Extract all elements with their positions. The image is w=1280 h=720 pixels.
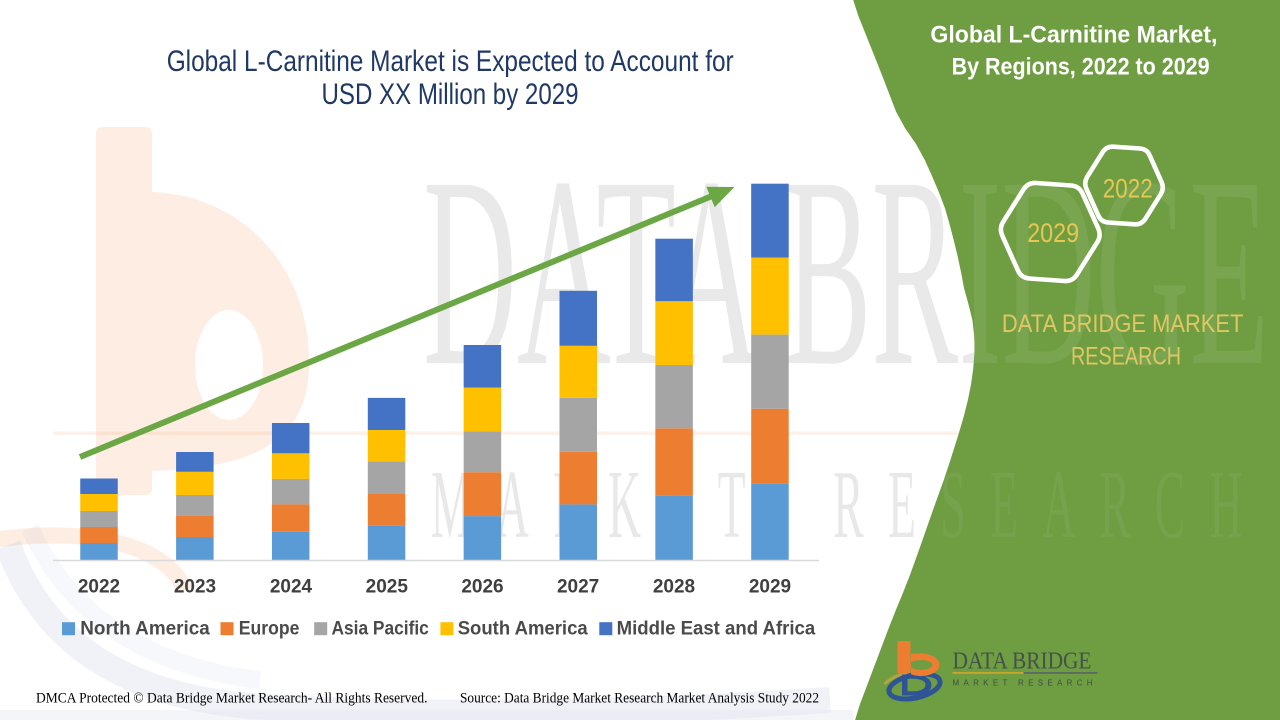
svg-text:Source: Data Bridge Market Res: Source: Data Bridge Market Research Mark… [460,691,819,707]
svg-text:DATA BRIDGE MARKET: DATA BRIDGE MARKET [1002,311,1244,338]
svg-text:2029: 2029 [749,576,791,597]
svg-text:2024: 2024 [270,576,313,597]
svg-text:2026: 2026 [461,576,503,597]
svg-text:2023: 2023 [174,576,216,597]
svg-text:2027: 2027 [557,576,599,597]
svg-text:Asia Pacific: Asia Pacific [332,619,430,640]
svg-text:2022: 2022 [78,576,120,597]
svg-text:2029: 2029 [1027,218,1079,248]
svg-text:2028: 2028 [653,576,695,597]
svg-text:North America: North America [80,619,210,640]
svg-text:MARKET RESEARCH: MARKET RESEARCH [953,679,1097,688]
svg-text:Global L-Carnitine Market is E: Global L-Carnitine Market is Expected to… [167,45,734,78]
svg-text:RESEARCH: RESEARCH [1071,344,1181,371]
svg-text:Global L-Carnitine Market,: Global L-Carnitine Market, [930,22,1217,49]
svg-text:By Regions, 2022 to 2029: By Regions, 2022 to 2029 [952,54,1210,81]
svg-text:2022: 2022 [1103,173,1153,203]
svg-text:Europe: Europe [239,619,300,640]
svg-text:Middle East and Africa: Middle East and Africa [617,619,816,640]
svg-text:USD XX Million by 2029: USD XX Million by 2029 [322,78,579,111]
svg-text:DATA BRIDGE: DATA BRIDGE [953,648,1092,674]
svg-text:South America: South America [458,619,588,640]
svg-text:2025: 2025 [366,576,409,597]
svg-text:DMCA Protected © Data Bridge M: DMCA Protected © Data Bridge Market Rese… [36,691,428,707]
